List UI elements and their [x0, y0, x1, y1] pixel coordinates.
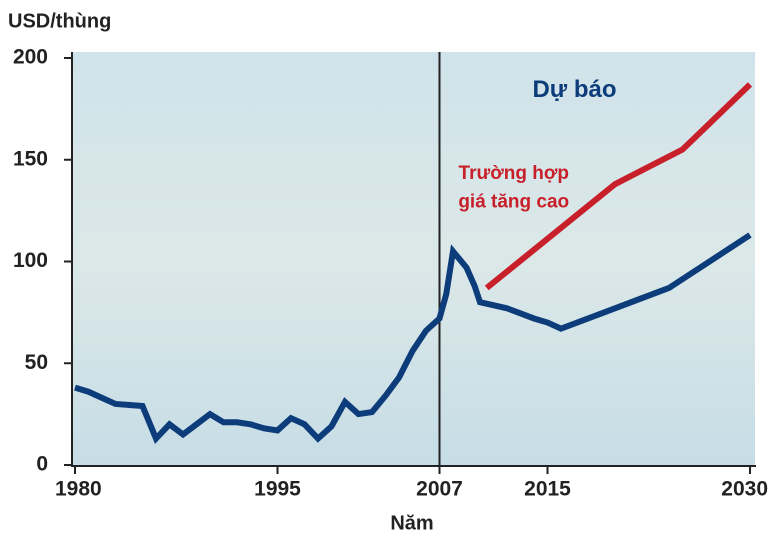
- annotation: Trường hợp: [459, 163, 569, 184]
- x-axis-label: Năm: [390, 512, 433, 534]
- y-tick-label: 0: [36, 453, 48, 476]
- x-tick-label: 1980: [55, 478, 102, 501]
- y-tick-label: 100: [13, 249, 48, 272]
- x-tick-label: 2015: [524, 478, 571, 501]
- chart: USD/thùng Năm 0 50 100 150 200 1980 1995 2007 20…: [0, 0, 770, 538]
- x-tick-label: 2007: [416, 478, 463, 501]
- x-tick-label: 2030: [721, 478, 768, 501]
- plot-background: [72, 52, 755, 465]
- y-tick-label: 50: [25, 351, 48, 374]
- y-tick-label: 150: [13, 147, 48, 170]
- annotation: Dự báo: [532, 76, 616, 103]
- y-tick-label: 200: [13, 46, 48, 69]
- y-axis-label: USD/thùng: [8, 10, 111, 32]
- annotation: giá tăng cao: [458, 192, 569, 213]
- x-tick-label: 1995: [254, 478, 301, 501]
